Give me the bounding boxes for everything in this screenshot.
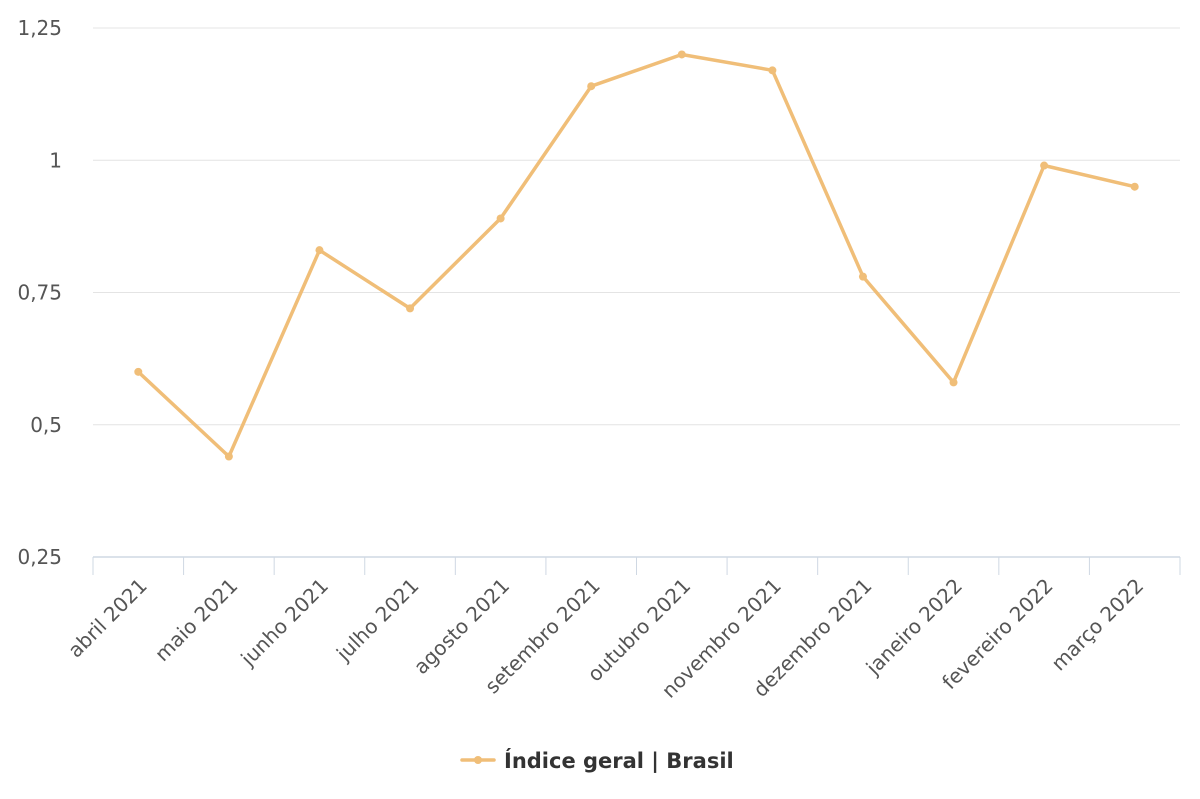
y-tick-label: 1 bbox=[49, 148, 62, 172]
data-point[interactable] bbox=[858, 272, 867, 281]
y-tick-label: 1,25 bbox=[17, 16, 62, 40]
y-tick-label: 0,5 bbox=[30, 413, 62, 437]
data-point[interactable] bbox=[1040, 161, 1049, 170]
data-point[interactable] bbox=[496, 214, 505, 223]
legend-label[interactable]: Índice geral | Brasil bbox=[504, 748, 734, 774]
data-point[interactable] bbox=[949, 378, 958, 387]
x-tick-label: junho 2021 bbox=[235, 574, 333, 672]
data-point[interactable] bbox=[1130, 182, 1139, 191]
x-tick-label: maio 2021 bbox=[150, 574, 242, 666]
data-point[interactable] bbox=[587, 82, 596, 91]
data-point[interactable] bbox=[768, 66, 777, 75]
data-point[interactable] bbox=[677, 50, 686, 59]
y-tick-label: 0,25 bbox=[17, 545, 62, 569]
grid-lines bbox=[93, 27, 1180, 558]
y-tick-label: 0,75 bbox=[17, 281, 62, 305]
data-point[interactable] bbox=[134, 367, 143, 376]
x-tick-label: março 2022 bbox=[1046, 574, 1148, 676]
legend[interactable]: Índice geral | Brasil bbox=[460, 748, 734, 774]
x-tick-label: abril 2021 bbox=[63, 574, 152, 663]
y-axis: 0,25 0,5 0,75 1 1,25 bbox=[17, 16, 62, 569]
data-point[interactable] bbox=[406, 304, 415, 313]
x-tick-label: julho 2021 bbox=[331, 574, 424, 667]
series-layer bbox=[134, 50, 1139, 461]
data-point[interactable] bbox=[315, 246, 324, 255]
series-line bbox=[136, 52, 1137, 459]
legend-swatch-marker bbox=[474, 756, 482, 764]
data-point[interactable] bbox=[224, 452, 233, 461]
